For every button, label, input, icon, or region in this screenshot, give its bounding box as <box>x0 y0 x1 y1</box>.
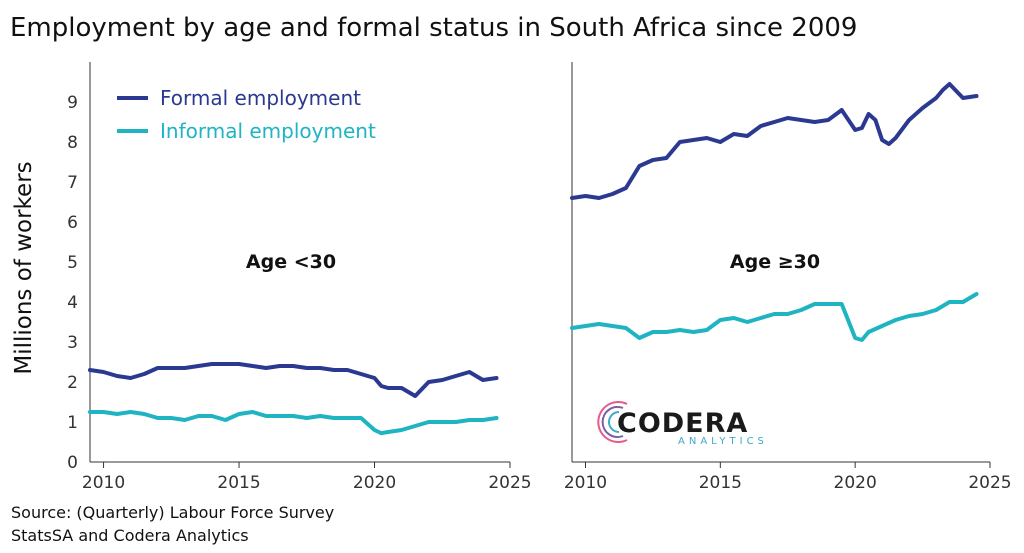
panel-label-old: Age ≥30 <box>730 251 820 273</box>
codera-logo: CODERA ANALYTICS <box>597 401 768 447</box>
y-axis-label: Millions of workers <box>11 161 37 374</box>
logo-mark-icon <box>597 401 628 443</box>
y-tick-label: 6 <box>67 213 78 233</box>
panel-label-young: Age <30 <box>246 251 336 273</box>
x-tick-label: 2015 <box>699 473 742 493</box>
y-tick-label: 8 <box>67 133 78 153</box>
informal-series-line <box>88 410 499 436</box>
logo-tagline: ANALYTICS <box>678 436 768 447</box>
panel-old: 2010 2015 2020 2025 <box>564 62 1012 493</box>
legend-informal-label: Informal employment <box>160 119 376 143</box>
y-tick-label: 3 <box>67 333 78 353</box>
y-tick-label: 2 <box>67 373 78 393</box>
source-line-2: StatsSA and Codera Analytics <box>11 526 249 545</box>
y-tick-label: 5 <box>67 253 78 273</box>
chart-title: Employment by age and formal status in S… <box>10 13 857 43</box>
x-tick-label: 2020 <box>834 473 877 493</box>
logo-name: CODERA <box>617 408 748 439</box>
x-tick-label: 2020 <box>353 473 396 493</box>
y-tick-label: 4 <box>67 293 78 313</box>
y-tick-label: 9 <box>67 93 78 113</box>
y-tick-label: 1 <box>67 413 78 433</box>
legend-formal-label: Formal employment <box>160 86 361 110</box>
x-tick-label: 2025 <box>968 473 1011 493</box>
y-tick-label: 0 <box>67 453 78 473</box>
y-tick-label: 7 <box>67 173 78 193</box>
formal-series-line <box>88 362 499 398</box>
x-tick-label: 2025 <box>488 473 531 493</box>
formal-series-line <box>570 82 979 200</box>
source-line-1: Source: (Quarterly) Labour Force Survey <box>11 503 334 522</box>
x-tick-label: 2010 <box>82 473 125 493</box>
x-tick-label: 2010 <box>564 473 607 493</box>
panel-young: 2010 2015 2020 2025 0 1 2 3 4 5 6 7 8 9 <box>67 62 532 493</box>
legend: Formal employment Informal employment <box>117 86 376 143</box>
x-tick-label: 2015 <box>217 473 260 493</box>
informal-series-line <box>570 292 979 342</box>
